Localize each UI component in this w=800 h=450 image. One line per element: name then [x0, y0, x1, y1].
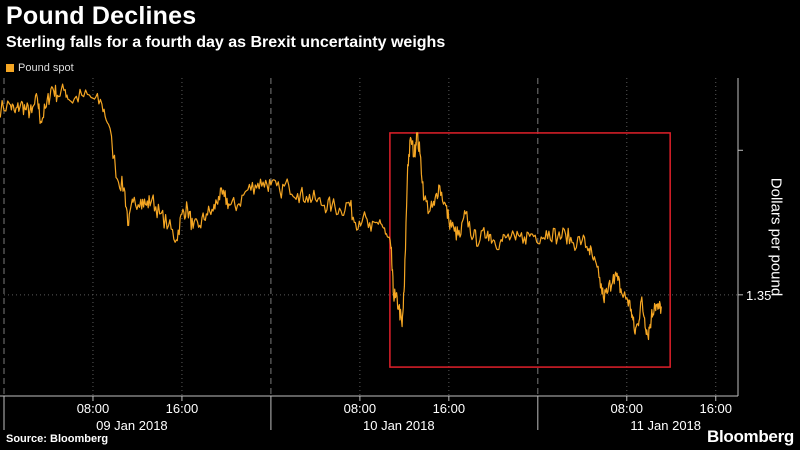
date-label: 10 Jan 2018: [363, 418, 435, 433]
y-axis-label: Dollars per pound: [767, 177, 785, 297]
x-tick-label: 16:00: [433, 401, 466, 416]
x-tick-label: 08:00: [611, 401, 644, 416]
series: [0, 83, 662, 341]
x-tick-label: 16:00: [166, 401, 199, 416]
date-label: 11 Jan 2018: [630, 418, 701, 433]
grid: [3, 78, 738, 396]
x-tick-label: 16:00: [699, 401, 732, 416]
source-note: Source: Bloomberg: [6, 433, 109, 445]
date-label: 09 Jan 2018: [96, 418, 168, 433]
axes: [0, 78, 743, 430]
y-tick-labels: 1.35: [746, 288, 771, 303]
y-tick-label: 1.35: [746, 288, 771, 303]
highlight-box: [389, 132, 671, 368]
brand-logo: Bloomberg: [706, 427, 794, 446]
legend-swatch: [6, 64, 14, 72]
series-line-pound-spot: [0, 83, 662, 341]
legend-label: Pound spot: [18, 62, 74, 74]
chart-subtitle: Sterling falls for a fourth day as Brexi…: [6, 34, 446, 51]
x-tick-label: 08:00: [344, 401, 377, 416]
y-axis-label-box: Dollars per pound: [756, 152, 796, 322]
x-tick-labels: 08:00 16:00 08:00 16:00 08:00 16:00 09 Jan 201…: [77, 401, 732, 433]
chart-title: Pound Declines: [6, 2, 197, 30]
x-tick-label: 08:00: [77, 401, 110, 416]
legend: Pound spot: [6, 62, 74, 74]
annotations: [389, 132, 671, 368]
